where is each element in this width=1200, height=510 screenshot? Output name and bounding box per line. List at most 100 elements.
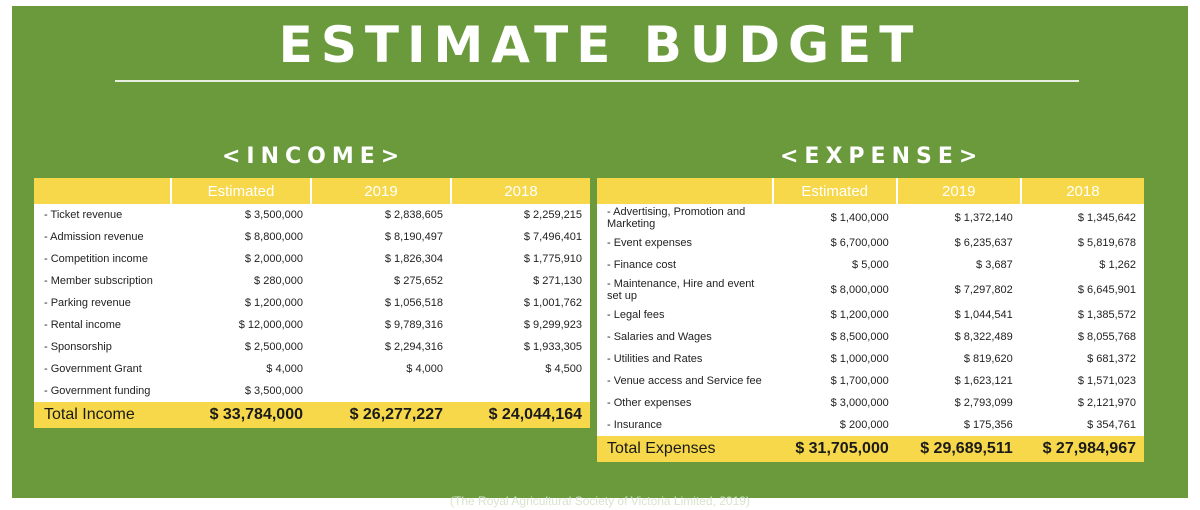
income-cell-2018: $ 7,496,401 — [523, 231, 582, 243]
income-total-label: Total Income — [34, 402, 171, 428]
income-cell-2018: $ 2,259,215 — [523, 209, 582, 221]
expense-cell-2018: $ 8,055,768 — [1077, 331, 1136, 343]
expense-cell-2018: $ 1,262 — [1099, 259, 1136, 271]
income-cell-2018: $ 1,775,910 — [523, 253, 582, 265]
income-cell-2019: $ 275,652 — [394, 275, 443, 287]
income-total-2018: $ 24,044,164 — [450, 402, 590, 428]
expense-cell-estimated: $ 5,000 — [852, 259, 889, 271]
expense-header-row: Estimated 2019 2018 — [597, 178, 1144, 204]
income-cell-estimated: $ 3,500,000 — [244, 209, 303, 221]
income-cell-label: - Competition income — [44, 253, 148, 265]
expense-cell-label: - Salaries and Wages — [607, 331, 712, 343]
expense-table: Estimated 2019 2018 - Advertising, Promo… — [597, 178, 1144, 462]
income-cell-label: - Government funding — [44, 385, 151, 397]
table-row: - Event expenses $ 6,700,000 $ 6,235,637 $ … — [597, 232, 1144, 254]
income-cell-label: - Admission revenue — [44, 231, 144, 243]
income-cell-estimated: $ 2,000,000 — [244, 253, 303, 265]
expense-cell-2019: $ 175,356 — [963, 419, 1013, 431]
income-cell-label: - Sponsorship — [44, 341, 112, 353]
expense-cell-label: - Event expenses — [607, 237, 692, 249]
expense-cell-estimated: $ 6,700,000 — [830, 237, 889, 249]
income-cell-2019: $ 8,190,497 — [384, 231, 443, 243]
table-row: - Utilities and Rates $ 1,000,000 $ 819,62… — [597, 348, 1144, 370]
table-row: - Competition income $ 2,000,000 $ 1,826,3… — [34, 248, 590, 270]
expense-total-estimated: $ 31,705,000 — [772, 436, 897, 462]
income-cell-2019 — [311, 380, 451, 402]
table-row: - Other expenses $ 3,000,000 $ 2,793,099 $ … — [597, 392, 1144, 414]
expense-cell-estimated: $ 1,000,000 — [830, 353, 889, 365]
income-header-label — [34, 178, 172, 204]
income-table: Estimated 2019 2018 - Ticket revenue $ 3,… — [34, 178, 590, 428]
income-cell-label: - Member subscription — [44, 275, 153, 287]
table-row: - Salaries and Wages $ 8,500,000 $ 8,322,4… — [597, 326, 1144, 348]
expense-cell-2019: $ 2,793,099 — [954, 397, 1013, 409]
expense-cell-label: - Legal fees — [607, 309, 665, 321]
expense-cell-label: - Other expenses — [607, 397, 692, 409]
table-row: - Admission revenue $ 8,800,000 $ 8,190,49… — [34, 226, 590, 248]
expense-cell-label: - Advertising, Promotion and Marketing — [607, 206, 746, 230]
income-cell-label: - Parking revenue — [44, 297, 131, 309]
expense-cell-estimated: $ 1,400,000 — [830, 212, 889, 224]
table-row: - Venue access and Service fee $ 1,700,00… — [597, 370, 1144, 392]
expense-cell-estimated: $ 3,000,000 — [830, 397, 889, 409]
page-title: ESTIMATE BUDGET — [278, 16, 922, 74]
income-header-2018: 2018 — [450, 178, 590, 204]
income-total-estimated: $ 33,784,000 — [170, 402, 311, 428]
expense-cell-2018: $ 1,345,642 — [1077, 212, 1136, 224]
income-cell-2018 — [451, 380, 590, 402]
expense-header-estimated: Estimated — [772, 178, 898, 204]
expense-cell-2019: $ 819,620 — [963, 353, 1013, 365]
expense-header-label — [597, 178, 774, 204]
table-row: - Sponsorship $ 2,500,000 $ 2,294,316 $ 1,9… — [34, 336, 590, 358]
expense-cell-2019: $ 1,044,541 — [954, 309, 1013, 321]
expense-cell-2018: $ 681,372 — [1087, 353, 1136, 365]
income-cell-estimated: $ 3,500,000 — [244, 385, 303, 397]
expense-cell-label: - Maintenance, Hire and event set up — [607, 278, 755, 302]
income-cell-estimated: $ 280,000 — [254, 275, 303, 287]
income-cell-estimated: $ 8,800,000 — [244, 231, 303, 243]
income-cell-2019: $ 9,789,316 — [384, 319, 443, 331]
expense-cell-estimated: $ 1,700,000 — [830, 375, 889, 387]
income-header-row: Estimated 2019 2018 — [34, 178, 590, 204]
income-cell-2019: $ 2,294,316 — [384, 341, 443, 353]
expense-heading: <EXPENSE> — [780, 144, 984, 169]
income-cell-2018: $ 271,130 — [533, 275, 582, 287]
expense-cell-2019: $ 1,372,140 — [954, 212, 1013, 224]
income-total-row: Total Income $ 33,784,000 $ 26,277,227 $ 24… — [34, 402, 590, 428]
expense-cell-label: - Venue access and Service fee — [607, 375, 762, 387]
table-row: - Rental income $ 12,000,000 $ 9,789,316 $ … — [34, 314, 590, 336]
expense-cell-2018: $ 1,385,572 — [1077, 309, 1136, 321]
income-cell-2019: $ 1,826,304 — [384, 253, 443, 265]
expense-total-2019: $ 29,689,511 — [896, 436, 1021, 462]
table-row: - Member subscription $ 280,000 $ 275,652 $… — [34, 270, 590, 292]
expense-cell-label: - Insurance — [607, 419, 663, 431]
income-cell-estimated: $ 2,500,000 — [244, 341, 303, 353]
expense-cell-2018: $ 6,645,901 — [1077, 284, 1136, 296]
income-cell-2019: $ 4,000 — [406, 363, 443, 375]
income-heading: <INCOME> — [222, 144, 406, 169]
expense-total-row: Total Expenses $ 31,705,000 $ 29,689,511 $ … — [597, 436, 1144, 462]
expense-header-2019: 2019 — [896, 178, 1022, 204]
expense-cell-2019: $ 6,235,637 — [954, 237, 1013, 249]
title-divider — [115, 80, 1079, 82]
expense-header-2018: 2018 — [1020, 178, 1144, 204]
table-row: - Government Grant $ 4,000 $ 4,000 $ 4,500 — [34, 358, 590, 380]
income-cell-label: - Government Grant — [44, 363, 142, 375]
table-row: - Maintenance, Hire and event set up $ 8,… — [597, 276, 1144, 304]
table-row: - Advertising, Promotion and Marketing $ … — [597, 204, 1144, 232]
income-cell-2018: $ 9,299,923 — [523, 319, 582, 331]
expense-cell-estimated: $ 8,000,000 — [830, 284, 889, 296]
expense-cell-label: - Utilities and Rates — [607, 353, 703, 365]
income-cell-2019: $ 1,056,518 — [384, 297, 443, 309]
table-row: - Parking revenue $ 1,200,000 $ 1,056,518 $… — [34, 292, 590, 314]
income-header-2019: 2019 — [310, 178, 452, 204]
income-header-estimated: Estimated — [170, 178, 312, 204]
income-cell-estimated: $ 12,000,000 — [238, 319, 303, 331]
table-row: - Insurance $ 200,000 $ 175,356 $ 354,761 — [597, 414, 1144, 436]
expense-cell-2018: $ 1,571,023 — [1077, 375, 1136, 387]
expense-cell-estimated: $ 200,000 — [839, 419, 889, 431]
source-credit: (The Royal Agricultural Society of Victo… — [450, 494, 750, 508]
expense-cell-estimated: $ 8,500,000 — [830, 331, 889, 343]
expense-cell-2019: $ 1,623,121 — [954, 375, 1013, 387]
income-cell-2019: $ 2,838,605 — [384, 209, 443, 221]
